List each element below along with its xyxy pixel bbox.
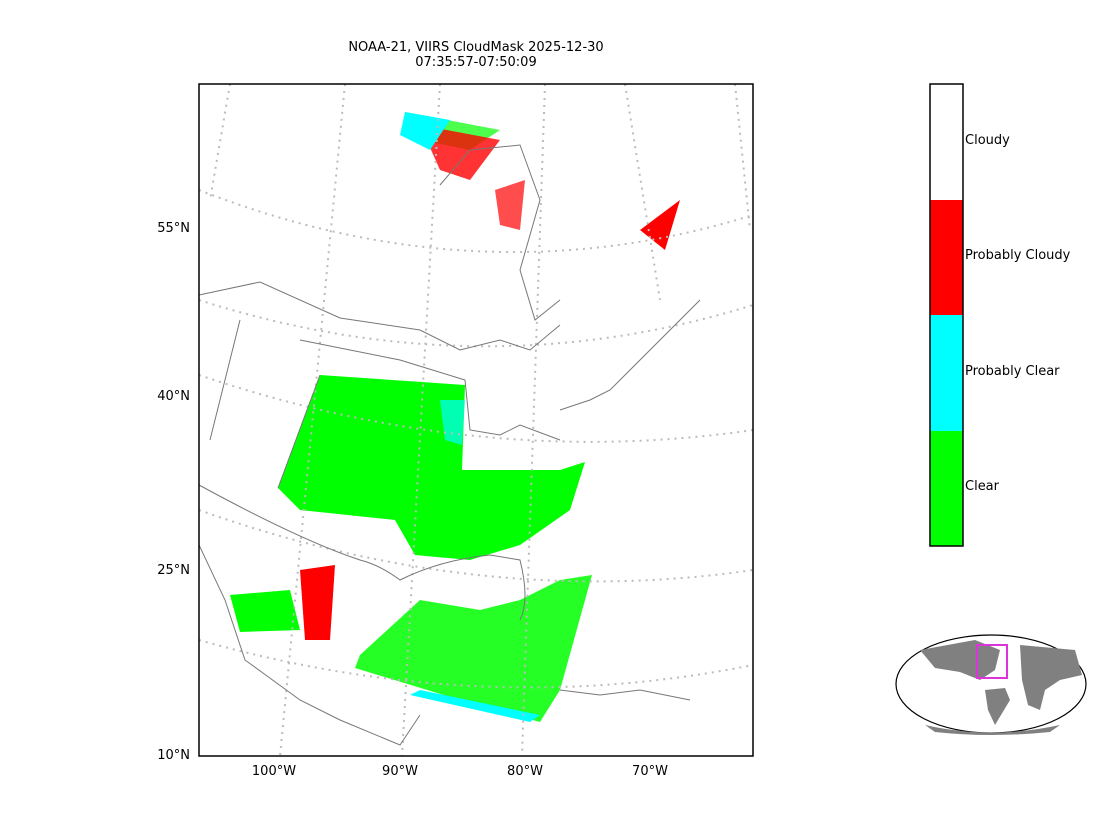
colorbar-clear — [930, 431, 963, 546]
map-frame — [198, 83, 754, 757]
lon-label-90w: 90°W — [382, 764, 418, 779]
swath-prob-clear-south — [410, 690, 540, 722]
graticule — [199, 84, 753, 756]
colorbar-probably-clear — [930, 315, 963, 431]
colorbar-label-probably-clear: Probably Clear — [965, 364, 1060, 379]
inset-globe — [895, 634, 1087, 735]
coastlines — [199, 144, 701, 746]
title-line-2: 07:35:57-07:50:09 — [415, 55, 537, 70]
inset-antarctica — [925, 725, 1060, 735]
swath-prob-cloudy-lakes — [495, 180, 525, 230]
inset-region-box — [976, 644, 1008, 679]
lat-label-25: 25°N — [157, 563, 190, 578]
colorbar-cloudy — [930, 84, 963, 200]
lon-label-80w: 80°W — [507, 764, 543, 779]
colorbar-label-cloudy: Cloudy — [965, 133, 1010, 148]
figure-title: NOAA-21, VIIRS CloudMask 2025-12-30 07:3… — [276, 40, 676, 70]
inset-south-america — [985, 688, 1010, 725]
inset-eurasia-africa — [1020, 645, 1082, 710]
swath-prob-cloudy-north — [420, 125, 500, 180]
colorbar — [929, 83, 964, 547]
swath-clear-plains — [278, 375, 585, 560]
map-content — [199, 84, 753, 756]
title-line-1: NOAA-21, VIIRS CloudMask 2025-12-30 — [348, 40, 604, 55]
swath-clear-south — [355, 575, 592, 722]
lat-label-55: 55°N — [157, 221, 190, 236]
lat-label-10: 10°N — [157, 748, 190, 763]
colorbar-probably-cloudy — [930, 200, 963, 315]
colorbar-label-clear: Clear — [965, 479, 999, 494]
lon-label-100w: 100°W — [251, 764, 297, 779]
swath-prob-cloudy-texas — [300, 565, 335, 640]
swath-clear-mexico — [230, 590, 300, 632]
lon-label-70w: 70°W — [632, 764, 668, 779]
swath-cloudy — [225, 112, 705, 722]
colorbar-label-probably-cloudy: Probably Cloudy — [965, 248, 1071, 263]
inset-north-america — [920, 640, 1000, 680]
swath-prob-clear-north — [400, 112, 450, 150]
lat-label-40: 40°N — [157, 389, 190, 404]
